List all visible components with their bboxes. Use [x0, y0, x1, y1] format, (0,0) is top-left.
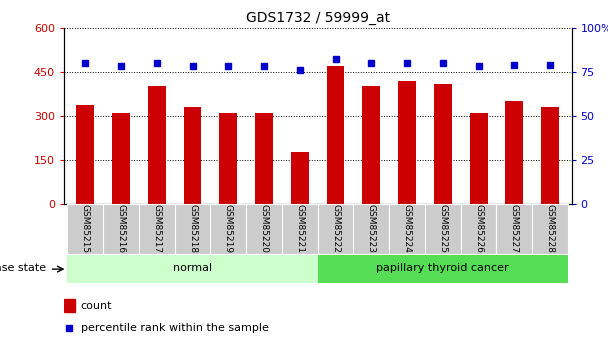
- Text: GSM85216: GSM85216: [117, 204, 125, 253]
- Text: count: count: [81, 301, 112, 311]
- Text: GSM85219: GSM85219: [224, 204, 233, 253]
- Text: GSM85215: GSM85215: [81, 204, 90, 253]
- Bar: [318, 255, 568, 283]
- Bar: [389, 204, 425, 254]
- Bar: [282, 204, 317, 254]
- Title: GDS1732 / 59999_at: GDS1732 / 59999_at: [246, 11, 390, 25]
- Bar: [318, 204, 353, 254]
- Bar: [112, 112, 130, 204]
- Text: percentile rank within the sample: percentile rank within the sample: [81, 323, 269, 333]
- Bar: [77, 105, 94, 204]
- Bar: [461, 204, 497, 254]
- Text: GSM85226: GSM85226: [474, 204, 483, 253]
- Bar: [353, 204, 389, 254]
- Bar: [541, 107, 559, 204]
- Bar: [255, 113, 273, 204]
- Bar: [219, 113, 237, 204]
- Bar: [67, 255, 317, 283]
- Bar: [532, 204, 568, 254]
- Text: GSM85221: GSM85221: [295, 204, 304, 253]
- Bar: [434, 84, 452, 204]
- Text: normal: normal: [173, 264, 212, 274]
- Text: GSM85227: GSM85227: [510, 204, 519, 253]
- Text: GSM85218: GSM85218: [188, 204, 197, 253]
- Text: GSM85217: GSM85217: [152, 204, 161, 253]
- Bar: [184, 107, 201, 204]
- Bar: [139, 204, 174, 254]
- Text: GSM85223: GSM85223: [367, 204, 376, 253]
- Text: GSM85220: GSM85220: [260, 204, 269, 253]
- Bar: [103, 204, 139, 254]
- Bar: [210, 204, 246, 254]
- Text: GSM85224: GSM85224: [402, 204, 412, 253]
- Bar: [326, 66, 345, 204]
- Text: GSM85225: GSM85225: [438, 204, 447, 253]
- Text: GSM85222: GSM85222: [331, 204, 340, 253]
- Bar: [469, 112, 488, 204]
- Bar: [148, 86, 166, 204]
- Bar: [246, 204, 282, 254]
- Bar: [67, 204, 103, 254]
- Text: disease state: disease state: [0, 264, 46, 274]
- Bar: [64, 299, 75, 312]
- Bar: [291, 152, 309, 204]
- Bar: [505, 101, 523, 204]
- Bar: [174, 204, 210, 254]
- Bar: [398, 81, 416, 204]
- Text: GSM85228: GSM85228: [545, 204, 554, 253]
- Bar: [497, 204, 532, 254]
- Bar: [362, 86, 380, 204]
- Text: papillary thyroid cancer: papillary thyroid cancer: [376, 264, 509, 274]
- Bar: [425, 204, 461, 254]
